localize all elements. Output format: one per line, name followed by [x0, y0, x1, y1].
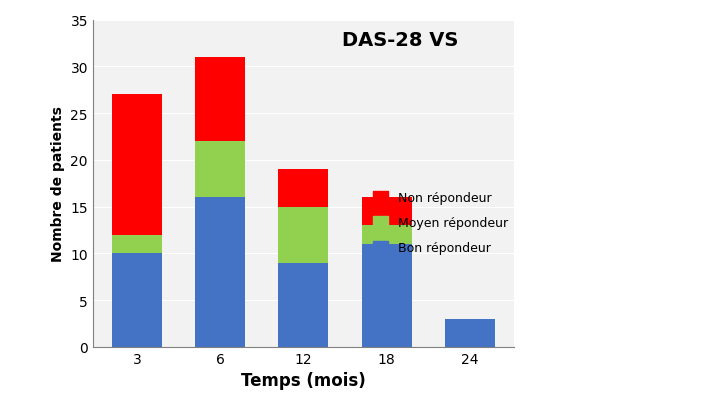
Bar: [445, 319, 495, 347]
Bar: [278, 170, 328, 207]
Bar: [112, 235, 162, 254]
Text: DAS-28 VS: DAS-28 VS: [342, 31, 458, 50]
Bar: [278, 207, 328, 263]
Y-axis label: Nombre de patients: Nombre de patients: [51, 106, 65, 261]
Bar: [362, 226, 412, 244]
Bar: [362, 244, 412, 347]
X-axis label: Temps (mois): Temps (mois): [241, 371, 366, 389]
Bar: [362, 198, 412, 226]
Bar: [112, 95, 162, 235]
Bar: [278, 263, 328, 347]
Bar: [112, 254, 162, 347]
Bar: [195, 142, 245, 198]
Bar: [195, 58, 245, 142]
Bar: [195, 198, 245, 347]
Legend: Non répondeur, Moyen répondeur, Bon répondeur: Non répondeur, Moyen répondeur, Bon répo…: [373, 191, 508, 254]
